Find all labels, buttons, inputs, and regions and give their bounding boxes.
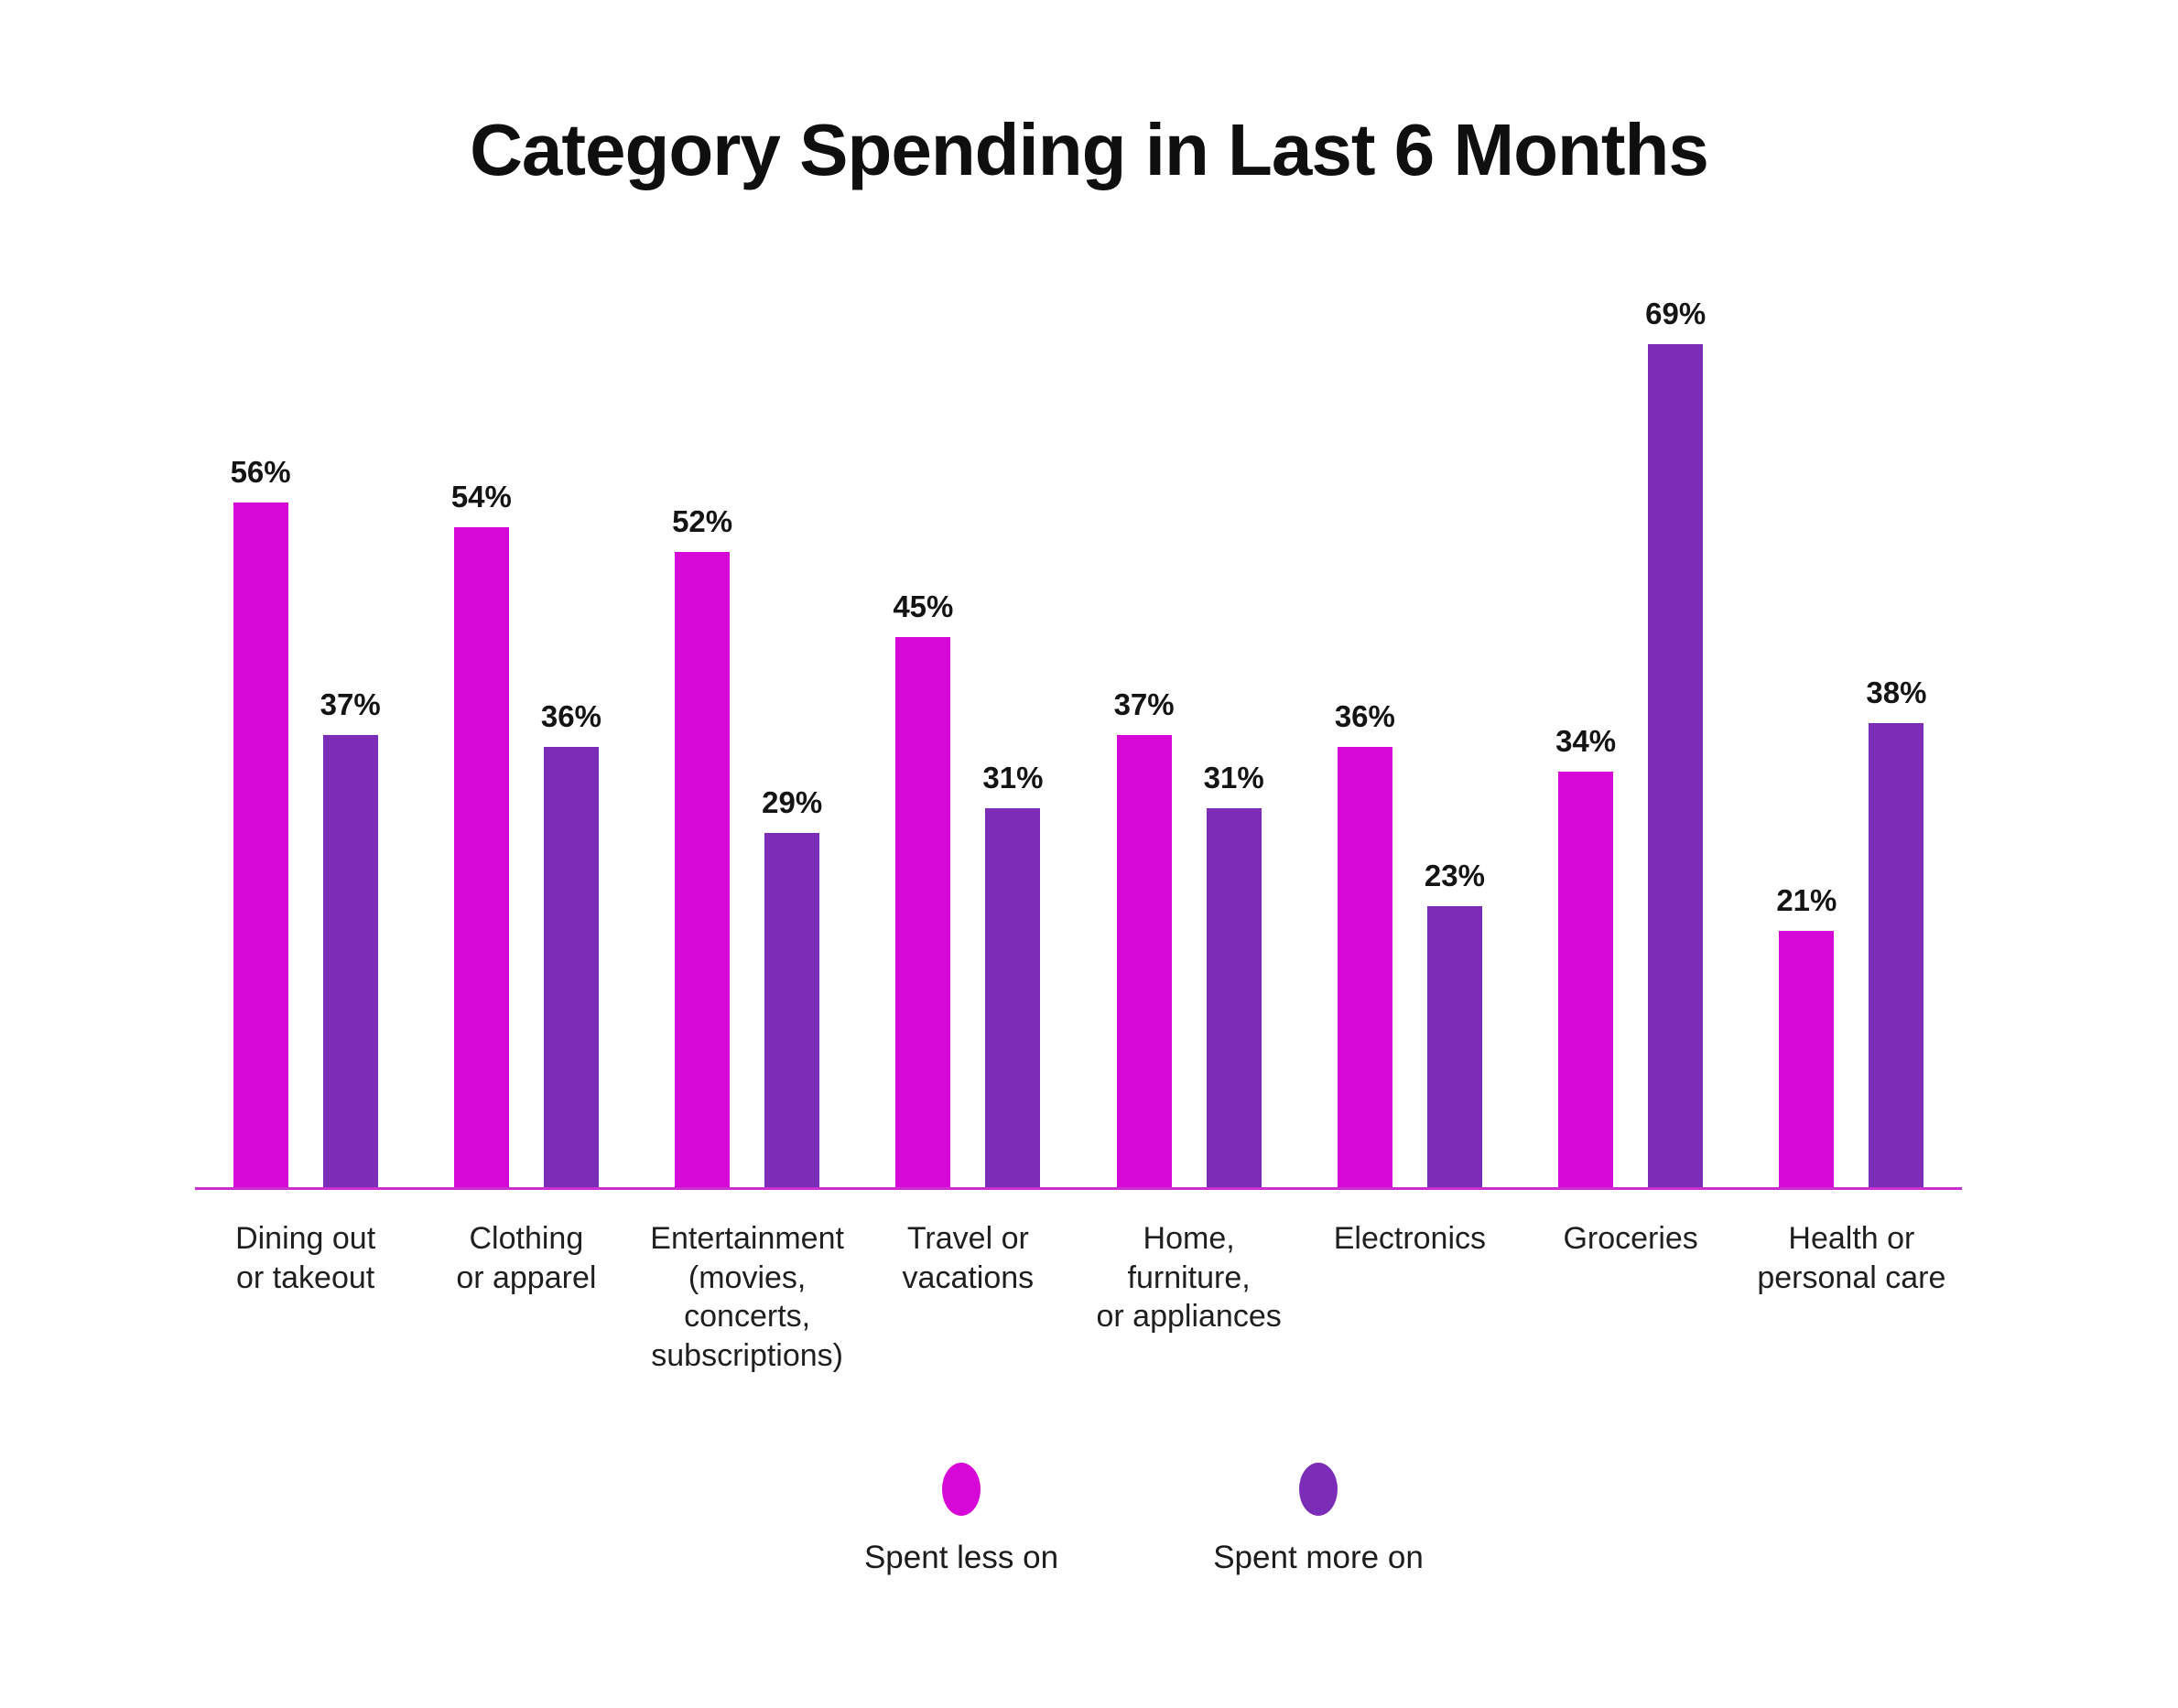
bar-spent-less: [895, 637, 951, 1187]
legend-label-spent-less: Spent less on: [863, 1540, 1059, 1575]
bar-group: 45% 31%: [858, 272, 1078, 1187]
value-label: 31%: [1203, 761, 1264, 795]
bar-column: 37%: [1114, 687, 1175, 1187]
legend-item-spent-less: Spent less on: [829, 1463, 1094, 1576]
bar-group: 37% 31%: [1078, 272, 1299, 1187]
value-label: 36%: [540, 699, 601, 734]
category-label: Travel or vacations: [902, 1221, 1035, 1295]
value-label: 21%: [1776, 882, 1837, 917]
value-label: 45%: [893, 589, 954, 624]
bar-spent-more: [322, 735, 378, 1187]
bar-spent-less: [1779, 930, 1835, 1187]
chart-title: Category Spending in Last 6 Months: [470, 109, 1709, 190]
value-label: 54%: [450, 480, 512, 514]
bar-spent-more: [1206, 808, 1262, 1187]
bar-chart: 56% 37% 54% 36% 52% 29% 45% 31% 37% 31% 36% 23% 34% 6…: [195, 272, 1962, 1190]
bar-column: 38%: [1866, 676, 1926, 1187]
bar-column: 56%: [231, 455, 291, 1187]
bar-column: 29%: [762, 785, 822, 1187]
category-label: Dining out or takeout: [235, 1221, 376, 1295]
bar-column: 31%: [982, 761, 1043, 1187]
bar-spent-more: [764, 832, 820, 1187]
bar-group: 34% 69%: [1521, 272, 1741, 1187]
bar-group: 36% 23%: [1299, 272, 1520, 1187]
value-label: 52%: [672, 503, 733, 538]
bar-column: 54%: [451, 480, 512, 1187]
value-label: 37%: [320, 687, 381, 722]
legend-dot-spent-more-icon: [1299, 1463, 1338, 1516]
bar-column: 36%: [1335, 699, 1395, 1187]
value-label: 29%: [762, 784, 823, 819]
category-label: Health or personal care: [1757, 1221, 1946, 1295]
bar-group: 54% 36%: [416, 272, 636, 1187]
bar-spent-less: [1116, 735, 1172, 1187]
category-label: Groceries: [1563, 1221, 1698, 1256]
bar-spent-more: [985, 808, 1041, 1187]
category-label: Clothing or apparel: [456, 1221, 597, 1295]
legend-item-spent-more: Spent more on: [1186, 1463, 1451, 1576]
legend-label-spent-more: Spent more on: [1213, 1540, 1424, 1575]
bar-column: 45%: [893, 589, 953, 1187]
legend-dot-spent-less-icon: [942, 1463, 981, 1516]
bar-spent-less: [675, 551, 731, 1187]
bar-spent-less: [233, 503, 288, 1187]
value-label: 36%: [1334, 699, 1395, 734]
bar-spent-less: [1337, 747, 1392, 1187]
bar-group: 52% 29%: [637, 272, 858, 1187]
bar-column: 31%: [1204, 761, 1264, 1187]
bar-column: 36%: [541, 699, 601, 1187]
value-label: 56%: [230, 455, 291, 490]
category-label: Electronics: [1333, 1221, 1487, 1256]
bar-spent-more: [1426, 905, 1482, 1187]
value-label: 23%: [1424, 858, 1485, 892]
bar-group: 21% 38%: [1741, 272, 1962, 1187]
bar-spent-more: [1648, 343, 1704, 1187]
value-label: 34%: [1555, 724, 1617, 759]
category-label: Home, furniture, or appliances: [1096, 1221, 1282, 1334]
bar-column: 69%: [1645, 297, 1706, 1187]
value-label: 38%: [1866, 675, 1927, 709]
bar-group: 56% 37%: [195, 272, 416, 1187]
x-axis-line: [195, 1187, 1962, 1190]
legend: Spent less on Spent more on: [0, 1463, 2178, 1627]
category-label: Entertainment (movies, concerts, subscri…: [650, 1221, 844, 1373]
bar-column: 34%: [1555, 724, 1616, 1187]
bar-spent-less: [453, 527, 509, 1187]
bar-spent-more: [1869, 722, 1924, 1187]
value-label: 37%: [1113, 687, 1175, 722]
bar-column: 21%: [1776, 883, 1837, 1187]
bar-spent-more: [543, 747, 599, 1187]
bar-column: 52%: [672, 504, 732, 1187]
bar-column: 23%: [1425, 859, 1485, 1187]
value-label: 69%: [1645, 296, 1707, 330]
bar-column: 37%: [320, 687, 381, 1187]
value-label: 31%: [982, 761, 1044, 795]
bar-spent-less: [1558, 772, 1614, 1187]
